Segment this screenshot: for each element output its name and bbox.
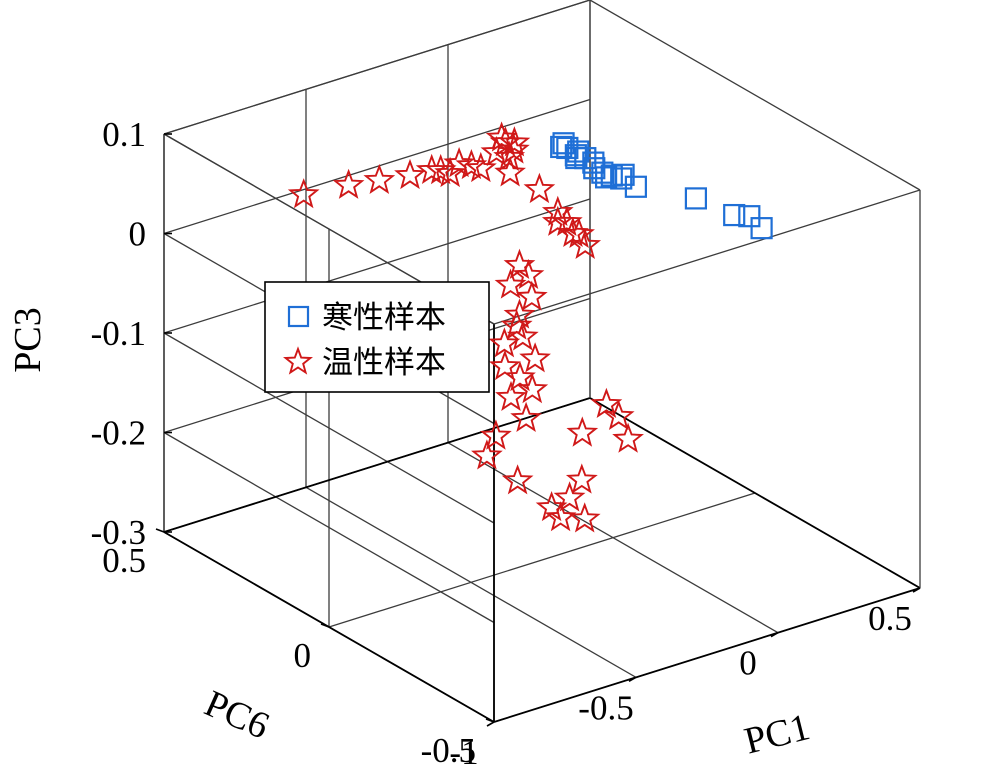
y-tick-label: 0.5 [102, 541, 146, 580]
data-point-square [612, 163, 635, 186]
data-point-star [504, 360, 536, 392]
data-point-star [568, 502, 601, 533]
axis-line [493, 587, 921, 723]
axis-ticks: -1-0.500.5-0.500.5-0.3-0.2-0.100.1 [91, 115, 921, 772]
data-point-star [501, 464, 534, 495]
x-tick [770, 631, 779, 638]
series-2 [287, 121, 644, 533]
legend-marker-star [283, 346, 313, 375]
z-tick-label: -0.3 [91, 513, 146, 552]
box-edge [163, 0, 591, 135]
data-point-star [498, 133, 530, 164]
data-point-star [485, 121, 518, 152]
grid-line [163, 198, 591, 334]
data-series [287, 121, 773, 533]
x-axis-label: PC1 [740, 706, 814, 763]
data-point-star [544, 501, 577, 532]
data-point-square [723, 203, 746, 227]
box-edge [589, 0, 921, 191]
data-point-star [494, 268, 527, 299]
y-tick-label: 0 [294, 636, 312, 675]
data-point-star [498, 126, 531, 157]
z-axis-label: PC3 [7, 307, 49, 372]
grid-line [163, 431, 495, 624]
data-point-square [750, 217, 773, 240]
x-tick [486, 721, 495, 727]
x-tick-label: 0.5 [868, 599, 912, 638]
x-tick [912, 587, 921, 593]
y-tick-label: -0.5 [421, 731, 476, 770]
axis-line [163, 397, 591, 533]
grid-line [163, 98, 591, 235]
z-tick-label: 0 [129, 215, 147, 254]
legend: 寒性样本 温性样本 [264, 281, 490, 393]
x-tick-label: -0.5 [578, 688, 633, 727]
y-tick [320, 623, 330, 628]
data-point-star [424, 153, 457, 185]
data-point-star [515, 280, 548, 311]
data-point-star [480, 419, 512, 450]
grid-line [328, 492, 756, 628]
data-point-star [495, 380, 527, 412]
legend-marker-square [287, 305, 310, 328]
data-point-star [566, 416, 599, 447]
legend-box [264, 281, 490, 393]
y-axis-label: PC6 [198, 683, 275, 748]
data-point-star [287, 178, 320, 209]
data-point-star [394, 158, 426, 190]
legend-entry-cold: 寒性样本 [322, 300, 446, 336]
data-point-star [415, 153, 448, 184]
data-point-star [332, 168, 365, 199]
axis-line [589, 397, 921, 589]
data-point-square [564, 144, 587, 167]
data-point-star [494, 156, 526, 187]
data-point-star [516, 372, 549, 404]
data-point-star [553, 481, 586, 512]
z-tick-label: -0.2 [91, 414, 146, 453]
data-point-star [510, 401, 542, 432]
x-tick-label: 0 [739, 644, 757, 683]
y-tick [155, 528, 165, 533]
data-point-star [488, 327, 521, 358]
data-point-square [591, 161, 614, 184]
data-point-star [363, 163, 396, 195]
data-point-square [624, 175, 647, 198]
z-tick-label: 0.1 [102, 115, 146, 154]
data-point-square [552, 132, 575, 155]
data-point-star [519, 342, 551, 373]
box-edge [493, 189, 921, 325]
data-point-star [488, 349, 521, 381]
data-point-square [738, 205, 761, 228]
data-point-star [602, 399, 635, 430]
data-point-star [590, 387, 623, 418]
data-point-star [612, 422, 644, 453]
y-tick [485, 718, 495, 723]
data-point-star [464, 151, 497, 183]
legend-entry-warm: 温性样本 [322, 345, 446, 381]
grid-line [163, 332, 495, 524]
data-point-star [523, 172, 556, 204]
z-tick-label: -0.1 [91, 314, 146, 353]
data-point-star [512, 258, 545, 289]
data-point-star [471, 439, 503, 470]
x-tick-label: -1 [449, 733, 478, 772]
data-point-star [506, 320, 539, 351]
data-point-star [455, 149, 488, 180]
data-point-star [565, 463, 598, 494]
data-point-square [594, 166, 618, 189]
x-tick [628, 676, 637, 683]
data-point-square [684, 187, 708, 210]
series-1 [550, 132, 773, 240]
data-point-star [557, 216, 589, 247]
